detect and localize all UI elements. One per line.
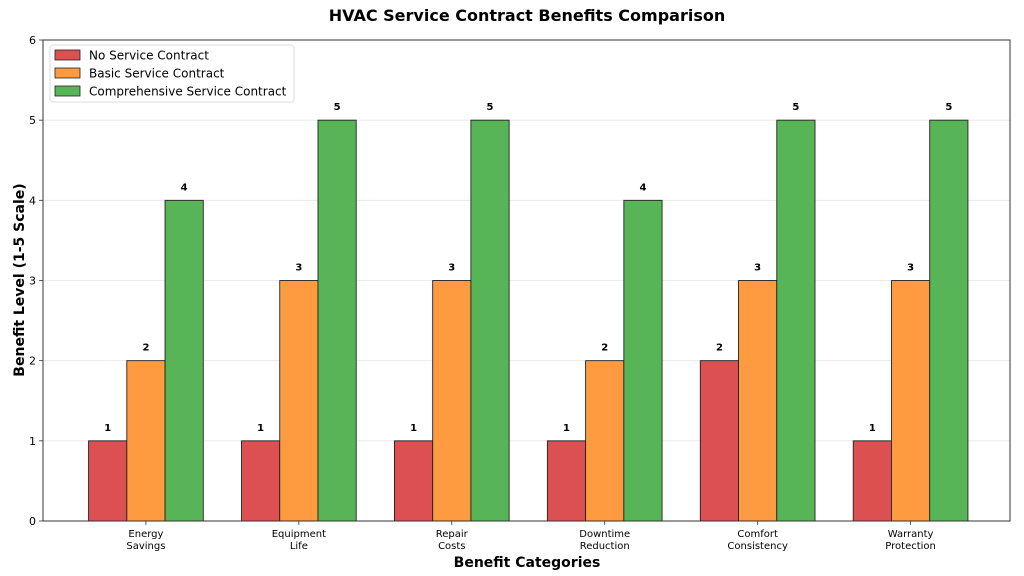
data-label: 1	[257, 423, 264, 434]
data-label: 4	[181, 182, 188, 193]
legend-swatch	[54, 49, 81, 61]
data-label: 5	[487, 102, 494, 113]
data-label: 3	[754, 263, 761, 274]
data-label: 2	[142, 343, 149, 354]
bar	[776, 119, 816, 522]
y-tick-label: 6	[29, 34, 36, 47]
bar	[623, 199, 663, 522]
bar	[585, 360, 625, 522]
legend-swatch	[54, 67, 81, 79]
bar	[432, 280, 472, 522]
plot-frame	[42, 39, 1011, 522]
legend-box	[49, 44, 295, 103]
x-tick-label-line: Savings	[126, 541, 165, 552]
legend-label: Basic Service Contract	[89, 67, 225, 81]
x-tick-label: Comfort Consistency	[727, 529, 788, 552]
data-label: 1	[410, 423, 417, 434]
bar	[891, 280, 931, 522]
y-axis-label: Benefit Level (1-5 Scale)	[12, 183, 28, 376]
bar	[929, 119, 969, 522]
x-tick-label: Repair Costs	[436, 529, 469, 552]
x-tick-label-line: Warranty	[888, 529, 934, 540]
chart-title: HVAC Service Contract Benefits Compariso…	[329, 6, 725, 25]
x-tick-label-line: Protection	[885, 541, 936, 552]
data-label: 5	[334, 102, 341, 113]
data-label: 1	[869, 423, 876, 434]
data-label: 3	[907, 263, 914, 274]
x-tick-label-line: Reduction	[580, 541, 630, 552]
y-tick-label: 0	[29, 515, 36, 528]
x-axis-label: Benefit Categories	[454, 555, 601, 571]
bar	[279, 280, 319, 522]
bar	[126, 360, 166, 522]
bar	[470, 119, 510, 522]
bar	[88, 440, 128, 522]
x-tick-label-line: Equipment	[272, 529, 326, 540]
x-tick-label-line: Consistency	[727, 541, 788, 552]
data-label: 2	[716, 343, 723, 354]
data-label: 3	[448, 263, 455, 274]
x-tick-label: Warranty Protection	[885, 529, 936, 552]
data-label: 3	[295, 263, 302, 274]
x-tick-label-line: Comfort	[737, 529, 778, 540]
y-tick-label: 1	[29, 435, 36, 448]
legend-swatch	[54, 85, 81, 97]
bar	[241, 440, 281, 522]
y-tick-label: 3	[29, 275, 36, 288]
data-label: 5	[945, 102, 952, 113]
bar	[546, 440, 587, 522]
bar	[738, 280, 778, 522]
x-tick-label-line: Repair	[436, 529, 469, 540]
x-tick-label-line: Costs	[438, 541, 465, 552]
data-label: 5	[792, 102, 799, 113]
data-label: 2	[601, 343, 608, 354]
x-tick-label-line: Downtime	[579, 529, 630, 540]
data-label: 1	[563, 423, 570, 434]
bar	[852, 440, 892, 522]
x-tick-label-line: Life	[290, 541, 308, 552]
data-label: 4	[639, 182, 646, 193]
x-tick-label-line: Energy	[128, 529, 163, 540]
y-tick-label: 2	[29, 355, 36, 368]
bar	[317, 119, 357, 522]
x-tick-label: Downtime Reduction	[579, 529, 630, 552]
data-label: 1	[104, 423, 111, 434]
bar	[393, 440, 434, 522]
y-tick-label: 4	[29, 194, 36, 207]
bar	[699, 360, 739, 522]
x-tick-label: Energy Savings	[126, 529, 165, 552]
y-tick-label: 5	[29, 114, 36, 127]
legend-label: No Service Contract	[89, 49, 209, 63]
x-tick-label: Equipment Life	[272, 529, 326, 552]
bar	[164, 199, 204, 522]
legend-label: Comprehensive Service Contract	[89, 85, 287, 99]
